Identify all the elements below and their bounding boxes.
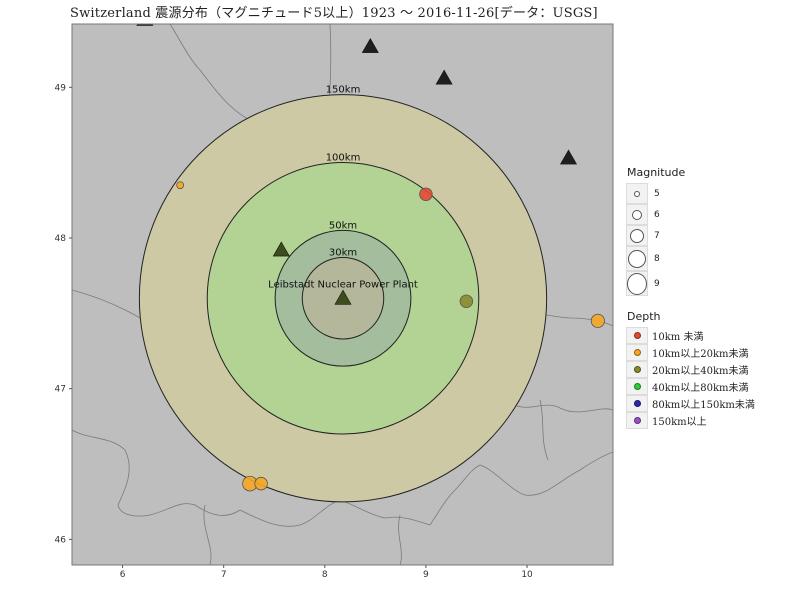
x-tick-label-0: 6 (120, 570, 126, 580)
magnitude-legend: 5 6 7 8 9 (626, 183, 796, 296)
earthquake-point-3 (590, 313, 605, 328)
depth-key-2: 20km以上40km未満 (626, 361, 796, 378)
y-tick-label-2: 48 (55, 234, 67, 244)
depth-key-1: 10km以上20km未満 (626, 344, 796, 361)
magnitude-key-label: 6 (654, 209, 660, 220)
depth-key-4: 80km以上150km未満 (626, 395, 796, 412)
ring-label-50km: 50km (329, 220, 357, 231)
magnitude-key-label: 9 (654, 278, 660, 289)
magnitude-key-circle (632, 209, 642, 220)
magnitude-key-circle (630, 228, 644, 243)
depth-key-box (626, 378, 648, 395)
magnitude-key-label: 5 (654, 188, 660, 199)
magnitude-key-circle (627, 272, 647, 295)
legend: Magnitude 5 6 7 8 9 Depth 10km 未満 10km以上20km未… (626, 166, 796, 429)
magnitude-key-5: 5 (626, 183, 796, 204)
volcano-triangle-5 (334, 289, 352, 305)
depth-key-label: 20km以上40km未満 (652, 366, 749, 377)
map-border (71, 23, 614, 566)
magnitude-key-label: 7 (654, 230, 660, 241)
volcano-triangle-3 (559, 149, 578, 165)
depth-key-label: 10km以上20km未満 (652, 349, 749, 360)
depth-key-dot (633, 366, 641, 373)
x-tick-label-3: 9 (423, 570, 429, 580)
magnitude-key-box (626, 183, 648, 204)
depth-key-box (626, 327, 648, 344)
ring-label-100km: 100km (326, 153, 361, 164)
x-tick-label-4: 10 (521, 570, 533, 580)
magnitude-key-circle (634, 190, 640, 197)
axis-ticks: 6 7 8 9 10 46 47 48 49 (55, 83, 533, 580)
y-tick-label-0: 46 (55, 535, 67, 545)
depth-key-box (626, 395, 648, 412)
depth-key-label: 80km以上150km未満 (652, 400, 755, 411)
earthquake-point-2 (459, 294, 474, 308)
magnitude-legend-title: Magnitude (627, 166, 686, 179)
volcano-triangle-2 (435, 69, 453, 85)
magnitude-key-8: 8 (626, 246, 796, 271)
magnitude-key-6: 6 (626, 204, 796, 225)
depth-key-label: 10km 未満 (652, 332, 704, 343)
ring-labels: 150km 100km 50km 30km (326, 85, 361, 259)
depth-key-label: 40km以上80km未満 (652, 383, 749, 394)
plant-label: Leibstadt Nuclear Power Plant (268, 279, 418, 290)
earthquake-markers (176, 181, 605, 492)
depth-key-box (626, 361, 648, 378)
depth-key-box (626, 412, 648, 429)
depth-key-0: 10km 未満 (626, 327, 796, 344)
volcano-markers (136, 24, 578, 305)
y-tick-label-1: 47 (55, 385, 66, 395)
magnitude-key-9: 9 (626, 271, 796, 296)
x-tick-label-1: 7 (221, 570, 227, 580)
depth-key-label: 150km以上 (652, 417, 707, 428)
ring-label-150km: 150km (326, 85, 361, 96)
depth-legend-title: Depth (627, 310, 661, 323)
magnitude-key-7: 7 (626, 225, 796, 246)
depth-key-dot (633, 400, 641, 407)
earthquake-point-0 (176, 181, 185, 190)
depth-key-dot (633, 383, 641, 390)
volcano-triangle-0 (136, 24, 154, 26)
depth-key-dot (633, 417, 641, 424)
earthquake-point-1 (419, 187, 433, 201)
volcano-triangle-1 (361, 37, 379, 53)
magnitude-key-box (626, 225, 648, 246)
depth-key-5: 150km以上 (626, 412, 796, 429)
magnitude-key-box (626, 271, 648, 296)
magnitude-key-box (626, 246, 648, 271)
depth-key-box (626, 344, 648, 361)
depth-key-3: 40km以上80km未満 (626, 378, 796, 395)
magnitude-key-circle (628, 249, 646, 268)
earthquake-point-5 (254, 476, 268, 491)
magnitude-key-label: 8 (654, 253, 660, 264)
depth-key-dot (633, 349, 641, 356)
volcano-triangle-4 (272, 241, 290, 257)
ring-label-30km: 30km (329, 248, 357, 259)
magnitude-key-box (626, 204, 648, 225)
chart-title: Switzerland 震源分布（マグニチュード5以上）1923 〜 2016-… (70, 6, 598, 21)
y-tick-label-3: 49 (55, 83, 67, 93)
depth-key-dot (633, 332, 641, 339)
x-tick-label-2: 8 (322, 570, 328, 580)
depth-legend: 10km 未満 10km以上20km未満 20km以上40km未満 40km以上80k… (626, 327, 796, 429)
